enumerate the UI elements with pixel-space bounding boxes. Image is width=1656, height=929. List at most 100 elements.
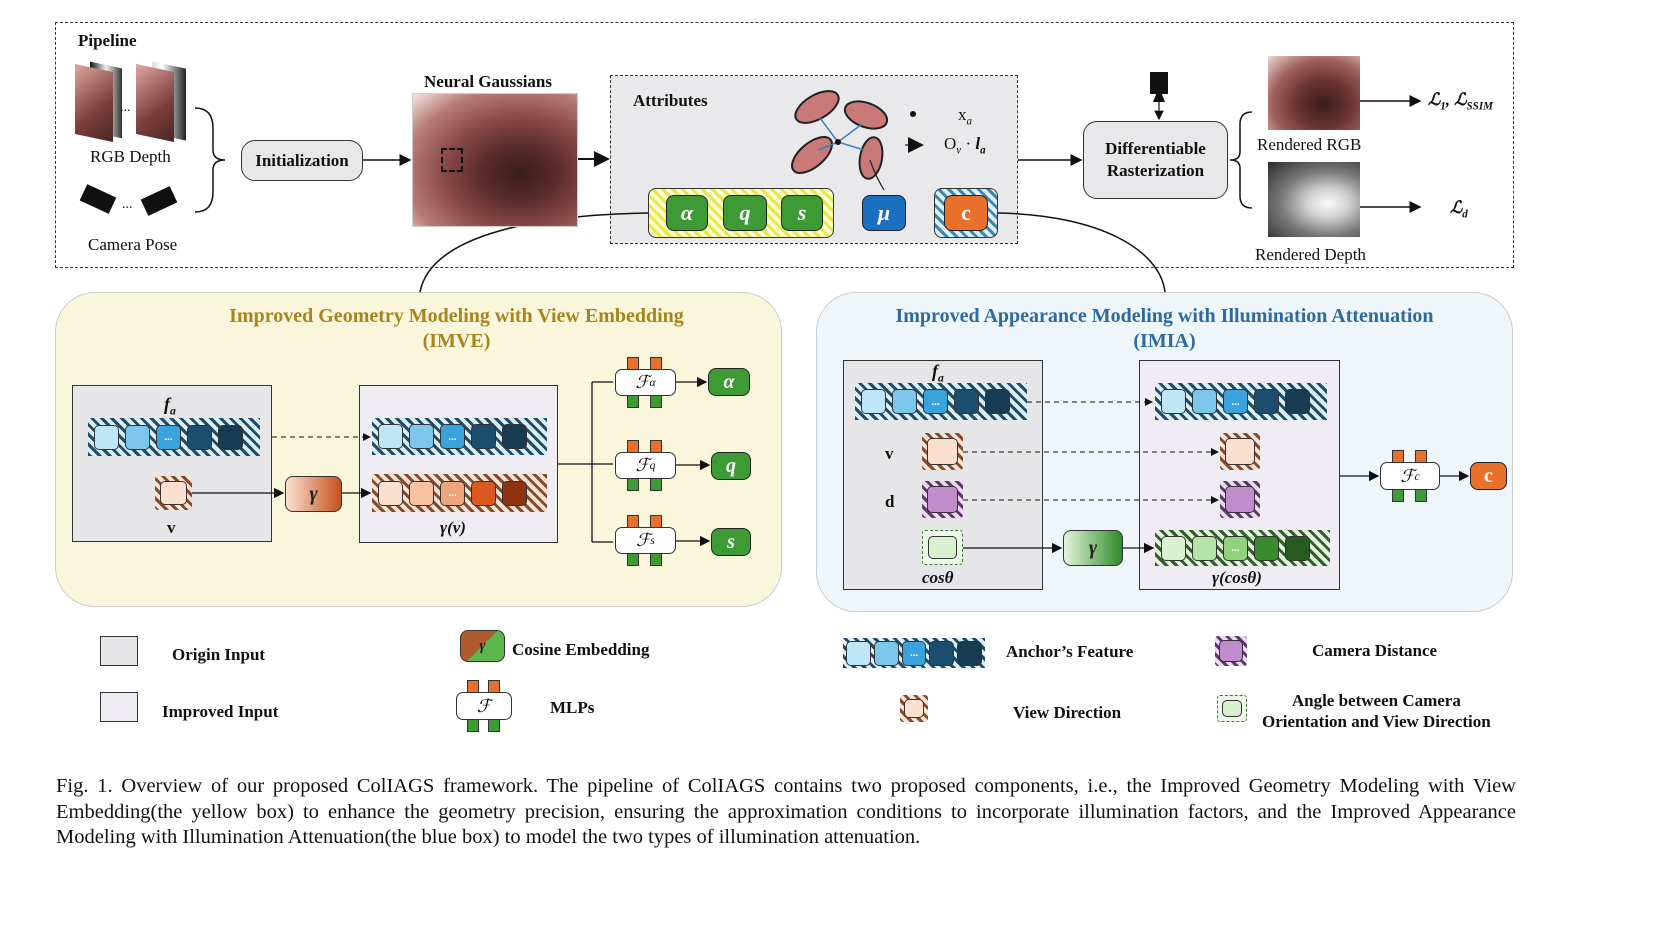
opacity-chip: α [666, 195, 708, 231]
legend-angle-swatch [1217, 695, 1247, 722]
legend-improved-input: Improved Input [162, 702, 279, 721]
feature-cell [846, 640, 871, 666]
feature-cell [1285, 535, 1310, 561]
attributes-label: Attributes [633, 91, 708, 110]
rendered-depth-label: Rendered Depth [1255, 245, 1366, 264]
render-camera-icon [1150, 72, 1168, 94]
frames-ellipsis: ... [120, 100, 131, 115]
feature-cell [957, 640, 982, 666]
anchor-feature-label: fa [932, 361, 944, 385]
legend-mlps: MLPs [550, 698, 595, 717]
legend-view-direction: View Direction [1013, 703, 1122, 722]
output-q-chip: q [711, 452, 751, 480]
neural-gaussians-label: Neural Gaussians [424, 72, 552, 91]
view-direction-chip [155, 476, 192, 510]
camera-distance-chip [922, 481, 963, 518]
color-chip: c [944, 195, 988, 231]
feature-cell [929, 640, 955, 666]
legend-origin-input-swatch [100, 636, 138, 666]
feature-cell [378, 480, 403, 506]
feature-cell: ... [923, 389, 948, 414]
angle-chip [922, 530, 963, 565]
feature-cell [471, 424, 496, 449]
zoom-region-marker [441, 148, 463, 172]
scale-chip: s [781, 195, 823, 231]
feature-cell [1285, 389, 1310, 414]
feature-cell [1254, 389, 1279, 414]
feature-cell [892, 389, 917, 414]
rgb-depth-label: RGB Depth [90, 147, 171, 166]
feature-cell: ... [1223, 389, 1248, 414]
feature-cell: ... [156, 424, 181, 450]
feature-cell: ... [440, 424, 465, 449]
camera-pose-label: Camera Pose [88, 235, 178, 254]
feature-cell [1161, 535, 1186, 561]
legend-cosine-embedding: Cosine Embedding [512, 640, 650, 659]
legend-anchor-feature: Anchor’s Feature [1006, 642, 1134, 661]
rendered-rgb-label: Rendered RGB [1257, 135, 1362, 154]
view-direction-chip [1220, 433, 1260, 470]
gamma-v-label: γ(v) [440, 518, 466, 537]
rgb-frame-image [75, 63, 113, 143]
mean-chip: μ [862, 195, 906, 231]
feature-cell [409, 424, 434, 449]
cosine-embedding-block: γ [1063, 530, 1123, 566]
offset-label: Ov · la [944, 134, 986, 157]
view-direction-chip [922, 433, 963, 470]
cos-theta-label: cosθ [922, 568, 954, 587]
feature-cell [1254, 535, 1279, 561]
rotation-chip: q [723, 195, 767, 231]
render-camera-lens-icon [1153, 93, 1165, 102]
view-embedding-block: γ [285, 476, 342, 512]
feature-cell: ... [1223, 535, 1248, 561]
view-direction-label: v [167, 518, 176, 537]
camera-distance-label: d [885, 492, 895, 511]
feature-cell [218, 424, 243, 450]
feature-cell: ... [901, 640, 927, 666]
feature-cell [471, 480, 496, 506]
feature-cell [873, 640, 899, 666]
output-brace [1229, 111, 1253, 209]
feature-cell [954, 389, 979, 414]
legend-improved-input-swatch [100, 692, 138, 722]
feature-cell [861, 389, 886, 414]
pipeline-frame [55, 22, 1514, 268]
feature-cell [94, 424, 119, 450]
rendered-rgb-image [1268, 56, 1360, 130]
legend-cosine-embedding-icon: γ [460, 630, 505, 662]
rgb-loss-label: ℒ1, ℒSSIM [1428, 90, 1493, 113]
anchor-feature-strip: ... [372, 418, 547, 455]
legend-origin-input: Origin Input [172, 645, 266, 664]
gaussian-ellipses-icon [791, 90, 924, 191]
imia-title: Improved Appearance Modeling with Illumi… [895, 305, 1434, 352]
imve-title: Improved Geometry Modeling with View Emb… [229, 305, 684, 352]
feature-cell [502, 480, 527, 506]
initialization-box: Initialization [241, 140, 363, 181]
feature-cell [1161, 389, 1186, 414]
legend-view-direction-swatch [900, 695, 928, 722]
pipeline-label: Pipeline [78, 31, 137, 50]
legend-camera-distance-swatch [1215, 636, 1247, 666]
camera-distance-chip [1220, 481, 1260, 518]
feature-cell: ... [440, 480, 465, 506]
rgb-frame-image [136, 63, 174, 143]
figure-caption: Fig. 1. Overview of our proposed ColIAGS… [56, 775, 1516, 848]
view-direction-label: v [885, 444, 894, 463]
output-c-chip: c [1470, 462, 1507, 490]
feature-cell [187, 424, 212, 450]
feature-cell [125, 424, 150, 450]
legend-mlp-icon: ℱ [456, 680, 512, 732]
feature-cell [378, 424, 403, 449]
rasterization-box: Differentiable Rasterization [1083, 121, 1228, 199]
gamma-cos-label: γ(cosθ) [1212, 568, 1262, 587]
rendered-depth-image [1268, 162, 1360, 237]
feature-cell [1192, 535, 1217, 561]
feature-cell [985, 389, 1010, 414]
feature-cell [502, 424, 527, 449]
anchor-position-label: xa [958, 105, 973, 128]
neural-gaussians-image [412, 93, 578, 227]
